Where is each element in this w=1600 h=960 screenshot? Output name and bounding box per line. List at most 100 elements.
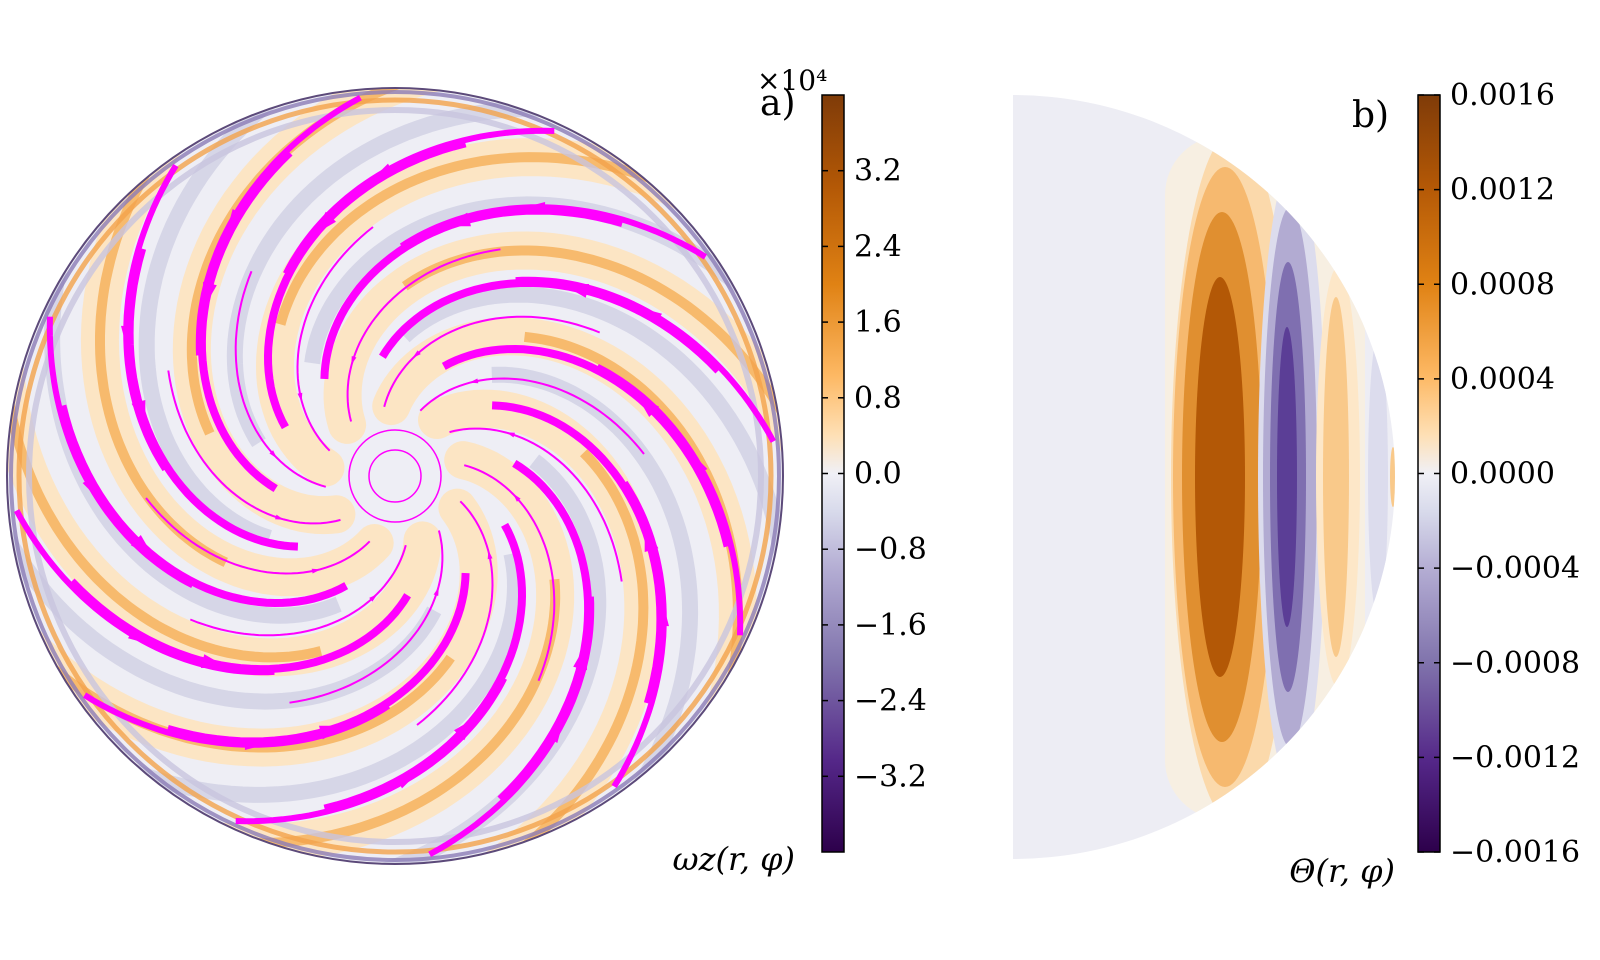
colorbar-b-tick-label: 0.0016: [1450, 78, 1555, 113]
colorbar-a: 3.2 2.4 1.6 0.8 0.0 −0.8 −1.6 −2.4 −3.2: [821, 94, 927, 853]
streamline-arrow: [444, 212, 471, 227]
streamline-arrow: [275, 514, 284, 520]
colorbar-b-tick-label: −0.0012: [1450, 740, 1580, 775]
streamline-arrow: [369, 594, 378, 602]
panel-a-label: a): [760, 83, 796, 124]
streamline-arrow: [644, 525, 659, 552]
streamline-arrow: [297, 392, 303, 402]
streamline-arrow: [203, 281, 217, 309]
streamline: [379, 278, 722, 374]
negative-vorticity-band: [138, 88, 330, 546]
streamline-arrow: [562, 284, 590, 298]
streamlines: [13, 94, 777, 858]
colorbar-a-tick-label: 1.6: [854, 305, 902, 340]
streamline: [197, 149, 293, 492]
core-streamline-ring: [368, 449, 422, 503]
streamline-arrow: [469, 378, 479, 384]
temperature-band-positive: [1195, 277, 1245, 677]
streamline-arrow: [244, 739, 265, 750]
wall-layer-ring: [16, 97, 774, 855]
panel-b: b) 0.0016 0.0012 0.0008 0.0004 0.0000 −0.0004…: [1013, 78, 1580, 890]
streamline-arrow: [636, 394, 660, 417]
streamline: [320, 206, 624, 380]
colorbar-a-tick-label: 0.0: [854, 457, 902, 492]
streamline: [289, 530, 444, 704]
colorbar-b-tick-label: 0.0000: [1450, 457, 1555, 492]
streamline: [449, 427, 623, 582]
colorbar-b-tick-label: −0.0004: [1450, 551, 1580, 586]
streamline: [463, 464, 556, 682]
panel-a: a) ×10⁴ 3.22.41.60.80.0−0.8−1.6−2.4−3.2 …: [6, 64, 927, 878]
temperature-band-positive: [1390, 447, 1395, 507]
streamline: [234, 270, 327, 488]
temperature-band-negative: [1277, 327, 1297, 627]
negative-vorticity-band: [398, 286, 783, 623]
colorbar-a-tick-label: −2.4: [854, 684, 927, 719]
colorbar-b-tick-label: 0.0012: [1450, 173, 1555, 208]
streamline-arrow: [454, 717, 477, 741]
positive-vorticity-core: [275, 152, 720, 326]
streamline: [383, 315, 601, 408]
colorbar-b-tick-label: −0.0016: [1450, 835, 1580, 870]
colorbar-b-tick-label: −0.0008: [1450, 646, 1580, 681]
streamline: [323, 522, 527, 813]
wall-layer-ring: [26, 107, 764, 845]
streamline: [189, 544, 407, 637]
core-streamline-ring: [348, 429, 442, 523]
streamline: [145, 497, 371, 575]
streamline: [491, 401, 665, 705]
colorbar-a-ticks: 3.2 2.4 1.6 0.8 0.0 −0.8 −1.6 −2.4 −3.2: [822, 154, 927, 794]
colorbar-b: 0.0016 0.0012 0.0008 0.0004 0.0000 −0.0004 −0.…: [1417, 78, 1580, 870]
negative-vorticity-band: [68, 552, 524, 803]
streamline: [167, 370, 341, 525]
temperature-band-negative: [1368, 337, 1388, 617]
streamline: [441, 344, 732, 548]
streamline-arrow: [487, 550, 493, 560]
streamline-arrow: [573, 643, 587, 671]
colorbar-a-label: ωz(r, φ): [673, 840, 795, 878]
temperature-bands: [1165, 132, 1395, 822]
streamline: [296, 226, 374, 452]
streamline-arrow: [433, 587, 439, 596]
colorbar-b-tick-label: 0.0008: [1450, 267, 1555, 302]
streamline-arrow: [269, 450, 277, 459]
negative-vorticity-band: [491, 366, 699, 845]
streamline-arrow: [311, 568, 321, 574]
streamline-arrow: [130, 535, 154, 558]
negative-vorticity-band: [226, 100, 609, 447]
streamline-arrow: [506, 432, 515, 438]
panel-b-label: b): [1352, 95, 1389, 136]
vorticity-disk: [7, 88, 783, 864]
positive-vorticity-core: [461, 449, 649, 864]
streamline-arrow: [200, 654, 228, 668]
streamline: [263, 139, 467, 430]
colorbar-a-tick-label: −0.8: [854, 532, 927, 567]
streamline-arrow: [412, 350, 421, 358]
streamline: [416, 500, 494, 726]
temperature-half-disk: [1013, 95, 1395, 859]
vorticity-spiral-bands: [7, 88, 783, 864]
colorbar-a-tick-label: 3.2: [854, 154, 902, 189]
colorbar-a-tick-label: 0.8: [854, 381, 902, 416]
streamline: [68, 578, 411, 674]
colorbar-a-tick-label: 2.4: [854, 229, 902, 264]
wall-layer-ring: [9, 90, 781, 862]
streamline: [497, 460, 593, 803]
streamline-arrow: [313, 211, 336, 235]
temperature-band-positive: [1323, 297, 1349, 657]
streamline-arrow: [351, 356, 357, 365]
positive-vorticity-core: [7, 329, 323, 663]
streamline: [346, 248, 501, 422]
colorbar-a-tick-label: −1.6: [854, 608, 927, 643]
streamline-arrow: [131, 400, 146, 427]
colorbar-a-tick-label: −3.2: [854, 759, 927, 794]
streamline: [419, 377, 645, 455]
colorbar-b-label: Θ(r, φ): [1289, 852, 1395, 890]
negative-vorticity-band: [7, 469, 442, 710]
disk-rim: [6, 87, 784, 865]
streamline-arrow: [513, 493, 521, 502]
colorbar-b-ticks: 0.0016 0.0012 0.0008 0.0004 0.0000 −0.0004 −0.…: [1418, 78, 1580, 870]
streamline: [58, 404, 349, 608]
colorbar-a-multiplier: ×10⁴: [757, 64, 827, 97]
